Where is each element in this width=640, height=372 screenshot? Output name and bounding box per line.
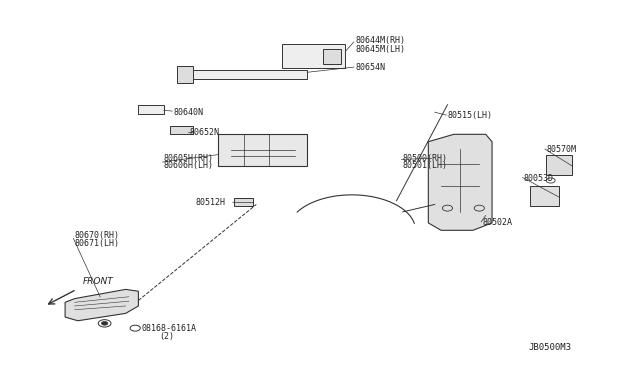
FancyBboxPatch shape (323, 49, 341, 64)
FancyBboxPatch shape (282, 44, 346, 68)
Text: JB0500M3: JB0500M3 (529, 343, 572, 352)
Polygon shape (428, 134, 492, 230)
Text: 08168-6161A: 08168-6161A (141, 324, 196, 333)
Text: 80502A: 80502A (483, 218, 513, 227)
Polygon shape (65, 289, 138, 321)
Text: (2): (2) (159, 332, 174, 341)
Text: 80652N: 80652N (189, 128, 220, 137)
FancyBboxPatch shape (531, 186, 559, 206)
FancyBboxPatch shape (546, 155, 572, 175)
Text: 80605H(RH): 80605H(RH) (164, 154, 214, 163)
Text: 80640N: 80640N (173, 108, 204, 117)
Text: 80606H(LH): 80606H(LH) (164, 161, 214, 170)
FancyBboxPatch shape (138, 105, 164, 114)
FancyBboxPatch shape (193, 70, 307, 79)
Circle shape (101, 321, 108, 325)
Text: FRONT: FRONT (83, 278, 114, 286)
FancyBboxPatch shape (170, 126, 193, 134)
Text: 80512H: 80512H (196, 198, 226, 207)
Text: 80671(LH): 80671(LH) (75, 239, 120, 248)
FancyBboxPatch shape (218, 134, 307, 166)
Text: 80053D: 80053D (524, 174, 554, 183)
Text: 80500(RH): 80500(RH) (403, 154, 448, 163)
Text: 80654N: 80654N (355, 63, 385, 72)
Text: 80570M: 80570M (546, 145, 576, 154)
FancyBboxPatch shape (234, 198, 253, 206)
Text: 80501(LH): 80501(LH) (403, 161, 448, 170)
Text: 80644M(RH): 80644M(RH) (355, 36, 405, 45)
Text: 80515(LH): 80515(LH) (447, 111, 492, 121)
FancyBboxPatch shape (177, 66, 193, 83)
Text: 80670(RH): 80670(RH) (75, 231, 120, 240)
Text: 80645M(LH): 80645M(LH) (355, 45, 405, 54)
